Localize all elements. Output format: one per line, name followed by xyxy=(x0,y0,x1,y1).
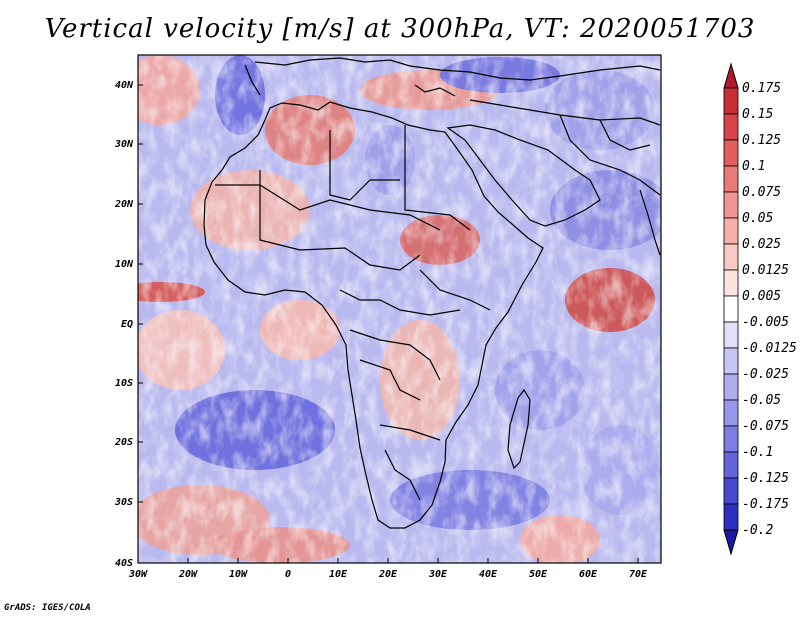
lon-label: 10E xyxy=(329,569,348,580)
colorbar-bin xyxy=(723,503,739,531)
lat-label: 20S xyxy=(114,437,133,448)
colorbar-label: -0.2 xyxy=(742,523,773,538)
latitude-ticks xyxy=(138,84,143,503)
colorbar-bin xyxy=(723,451,739,479)
colorbar-bin xyxy=(723,295,739,323)
lon-label: 0 xyxy=(285,569,291,580)
colorbar-label: -0.125 xyxy=(742,471,789,486)
colorbar-label: 0.0125 xyxy=(742,263,789,278)
colorbar-bin xyxy=(723,321,739,349)
lon-label: 60E xyxy=(579,569,598,580)
colorbar: 0.175 0.15 0.125 0.1 0.075 0.05 0.025 0.0125 0.0… xyxy=(723,62,797,556)
colorbar-label: -0.025 xyxy=(742,367,789,382)
lon-label: 20W xyxy=(178,569,198,580)
lon-label: 70E xyxy=(629,569,648,580)
colorbar-label: 0.005 xyxy=(742,289,781,304)
colorbar-label: -0.005 xyxy=(742,315,789,330)
map-title: Vertical velocity [m/s] at 300hPa, VT: 2… xyxy=(44,14,756,44)
colorbar-bin xyxy=(723,191,739,219)
coastline-africa xyxy=(203,57,661,529)
lat-label: EQ xyxy=(121,319,133,330)
lat-label: 30S xyxy=(114,497,133,508)
colorbar-bin xyxy=(723,87,739,115)
colorbar-bin xyxy=(723,373,739,401)
velocity-field xyxy=(138,55,661,563)
longitude-labels: 30W 20W 10W 0 10E 20E 30E 40E 50E 60E 70… xyxy=(128,569,648,580)
colorbar-bin xyxy=(723,139,739,167)
colorbar-label: 0.125 xyxy=(742,133,781,148)
lon-label: 10W xyxy=(229,569,248,580)
colorbar-bin xyxy=(723,347,739,375)
colorbar-label: -0.05 xyxy=(742,393,781,408)
colorbar-bin xyxy=(723,477,739,505)
colorbar-label: -0.0125 xyxy=(742,341,797,356)
colorbar-label: 0.1 xyxy=(742,159,765,174)
plot-frame xyxy=(137,54,662,564)
longitude-ticks xyxy=(187,558,639,563)
colorbar-label: 0.025 xyxy=(742,237,781,252)
grads-credit: GrADS: IGES/COLA xyxy=(4,603,91,613)
lon-label: 20E xyxy=(378,569,398,580)
lon-label: 30W xyxy=(128,569,148,580)
colorbar-bin xyxy=(723,425,739,453)
lon-label: 50E xyxy=(529,569,548,580)
colorbar-label: 0.075 xyxy=(742,185,781,200)
colorbar-label: 0.15 xyxy=(742,107,773,122)
lat-label: 10N xyxy=(115,259,134,270)
colorbar-label: -0.1 xyxy=(742,445,773,460)
colorbar-bin xyxy=(723,113,739,141)
colorbar-label: -0.175 xyxy=(742,497,789,512)
colorbar-bin xyxy=(723,165,739,193)
colorbar-label: -0.075 xyxy=(742,419,789,434)
colorbar-bin xyxy=(723,217,739,245)
colorbar-arrow-bottom xyxy=(723,529,739,556)
lon-label: 30E xyxy=(428,569,448,580)
colorbar-bin xyxy=(723,269,739,297)
lon-label: 40E xyxy=(479,569,498,580)
colorbar-bin xyxy=(723,243,739,271)
lat-label: 10S xyxy=(115,378,133,389)
lat-label: 40S xyxy=(115,558,133,569)
lat-label: 40N xyxy=(115,80,134,91)
latitude-labels: 40N 30N 20N 10N EQ 10S 20S 30S 40S xyxy=(114,80,134,569)
colorbar-label: 0.175 xyxy=(742,81,781,96)
colorbar-label: 0.05 xyxy=(742,211,773,226)
lat-label: 30N xyxy=(114,139,134,150)
lat-label: 20N xyxy=(114,199,134,210)
colorbar-bin xyxy=(723,399,739,427)
colorbar-arrow-top xyxy=(723,62,739,89)
